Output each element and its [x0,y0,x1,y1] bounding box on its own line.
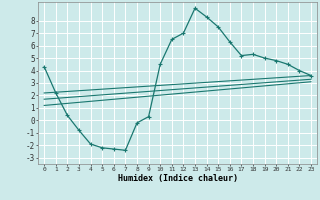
X-axis label: Humidex (Indice chaleur): Humidex (Indice chaleur) [118,174,238,183]
